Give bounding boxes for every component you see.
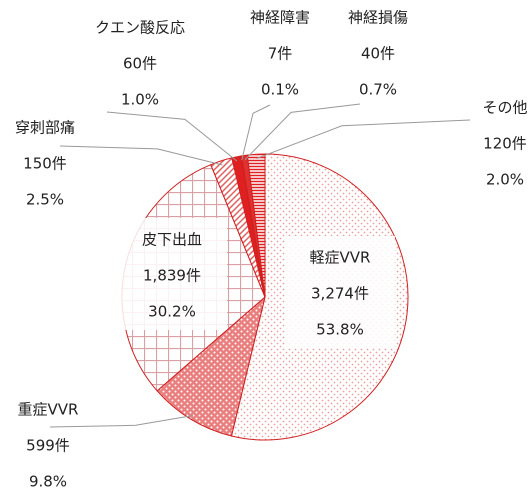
value-label: 120件 (483, 135, 527, 153)
value-label: 1,839件 (143, 267, 201, 285)
label-box (285, 236, 395, 348)
category-label: 神経障害 (250, 9, 310, 27)
leader-line (244, 103, 361, 161)
category-label: 穿刺部痛 (15, 119, 75, 137)
category-label: 重症VVR (18, 401, 79, 419)
label-box (117, 218, 227, 330)
value-label: 7件 (268, 45, 293, 63)
leader-line (241, 104, 271, 161)
percentage-label: 1.0% (121, 91, 159, 109)
value-label: 599件 (26, 437, 70, 455)
percentage-label: 9.8% (29, 473, 67, 490)
value-label: 150件 (23, 155, 67, 173)
category-label: 皮下出血 (142, 231, 202, 249)
percentage-label: 53.8% (316, 321, 364, 339)
leader-line (256, 119, 471, 160)
leader-line (106, 111, 238, 162)
pie-slice (246, 153, 266, 298)
leader-line (59, 145, 223, 166)
category-label: 軽症VVR (310, 249, 371, 267)
percentage-label: 2.0% (486, 171, 524, 189)
percentage-label: 2.5% (26, 191, 64, 209)
leader-line (49, 415, 194, 428)
pie-slice (156, 295, 266, 437)
percentage-label: 0.1% (261, 81, 299, 99)
percentage-label: 0.7% (359, 81, 397, 99)
category-label: その他 (482, 99, 527, 117)
value-label: 40件 (361, 45, 395, 63)
category-label: クエン酸反応 (95, 19, 185, 37)
value-label: 3,274件 (311, 285, 369, 303)
value-label: 60件 (123, 55, 157, 73)
percentage-label: 30.2% (148, 303, 196, 321)
category-label: 神経損傷 (348, 9, 408, 27)
